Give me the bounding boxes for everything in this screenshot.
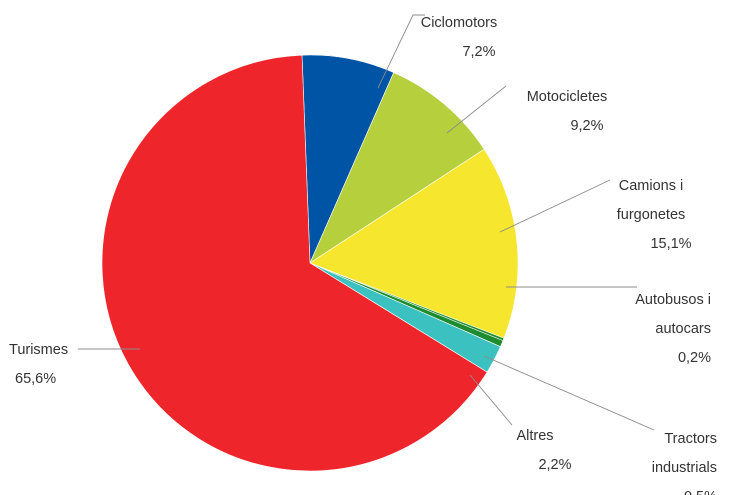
slice-value-label: 15,1% bbox=[650, 236, 691, 252]
pie-slice-motocicletes bbox=[309, 72, 485, 264]
leader-line bbox=[483, 355, 655, 431]
slice-label: Altres 2,2% bbox=[516, 428, 571, 473]
slice-labels: Ciclomotors 7,2% Motocicletes 9,2% Camions i… bbox=[9, 15, 717, 495]
slice-label-text: Motocicletes bbox=[527, 89, 608, 105]
slice-label: Ciclomotors 7,2% bbox=[421, 15, 498, 60]
pie-slice-turismes bbox=[101, 54, 488, 472]
slice-label-text: furgonetes bbox=[617, 207, 686, 223]
slice-label-text: Camions i bbox=[619, 178, 683, 194]
slice-value-label: 0,2% bbox=[678, 350, 711, 366]
leader-lines bbox=[78, 14, 655, 431]
slice-value-label: 9,2% bbox=[570, 118, 603, 134]
leader-line bbox=[446, 85, 507, 134]
slice-value-label: 7,2% bbox=[462, 44, 495, 60]
slice-value-label: 0,5% bbox=[684, 489, 717, 495]
slice-label-text: Autobusos i bbox=[635, 292, 711, 308]
leader-line bbox=[377, 14, 425, 89]
slice-label: Motocicletes 9,2% bbox=[527, 89, 608, 134]
slice-label-text: industrials bbox=[652, 460, 717, 476]
slice-label: Turismes 65,6% bbox=[9, 342, 68, 387]
slice-label-text: autocars bbox=[655, 321, 711, 337]
slice-value-label: 2,2% bbox=[538, 457, 571, 473]
slice-label-text: Tractors bbox=[664, 431, 717, 447]
slice-label: Camions i furgonetes 15,1% bbox=[617, 178, 692, 252]
slice-value-label: 65,6% bbox=[15, 371, 56, 387]
slice-label-text: Turismes bbox=[9, 342, 68, 358]
leader-line bbox=[469, 374, 513, 426]
slice-label-text: Altres bbox=[516, 428, 553, 444]
slice-label: Tractors industrials 0,5% bbox=[652, 431, 717, 495]
pie-slice-camions-i-furgonetes bbox=[309, 148, 519, 339]
slice-label-text: Ciclomotors bbox=[421, 15, 498, 31]
pie-slices bbox=[101, 54, 519, 472]
slice-label: Autobusos i autocars 0,2% bbox=[635, 292, 711, 366]
leader-line bbox=[499, 179, 611, 233]
